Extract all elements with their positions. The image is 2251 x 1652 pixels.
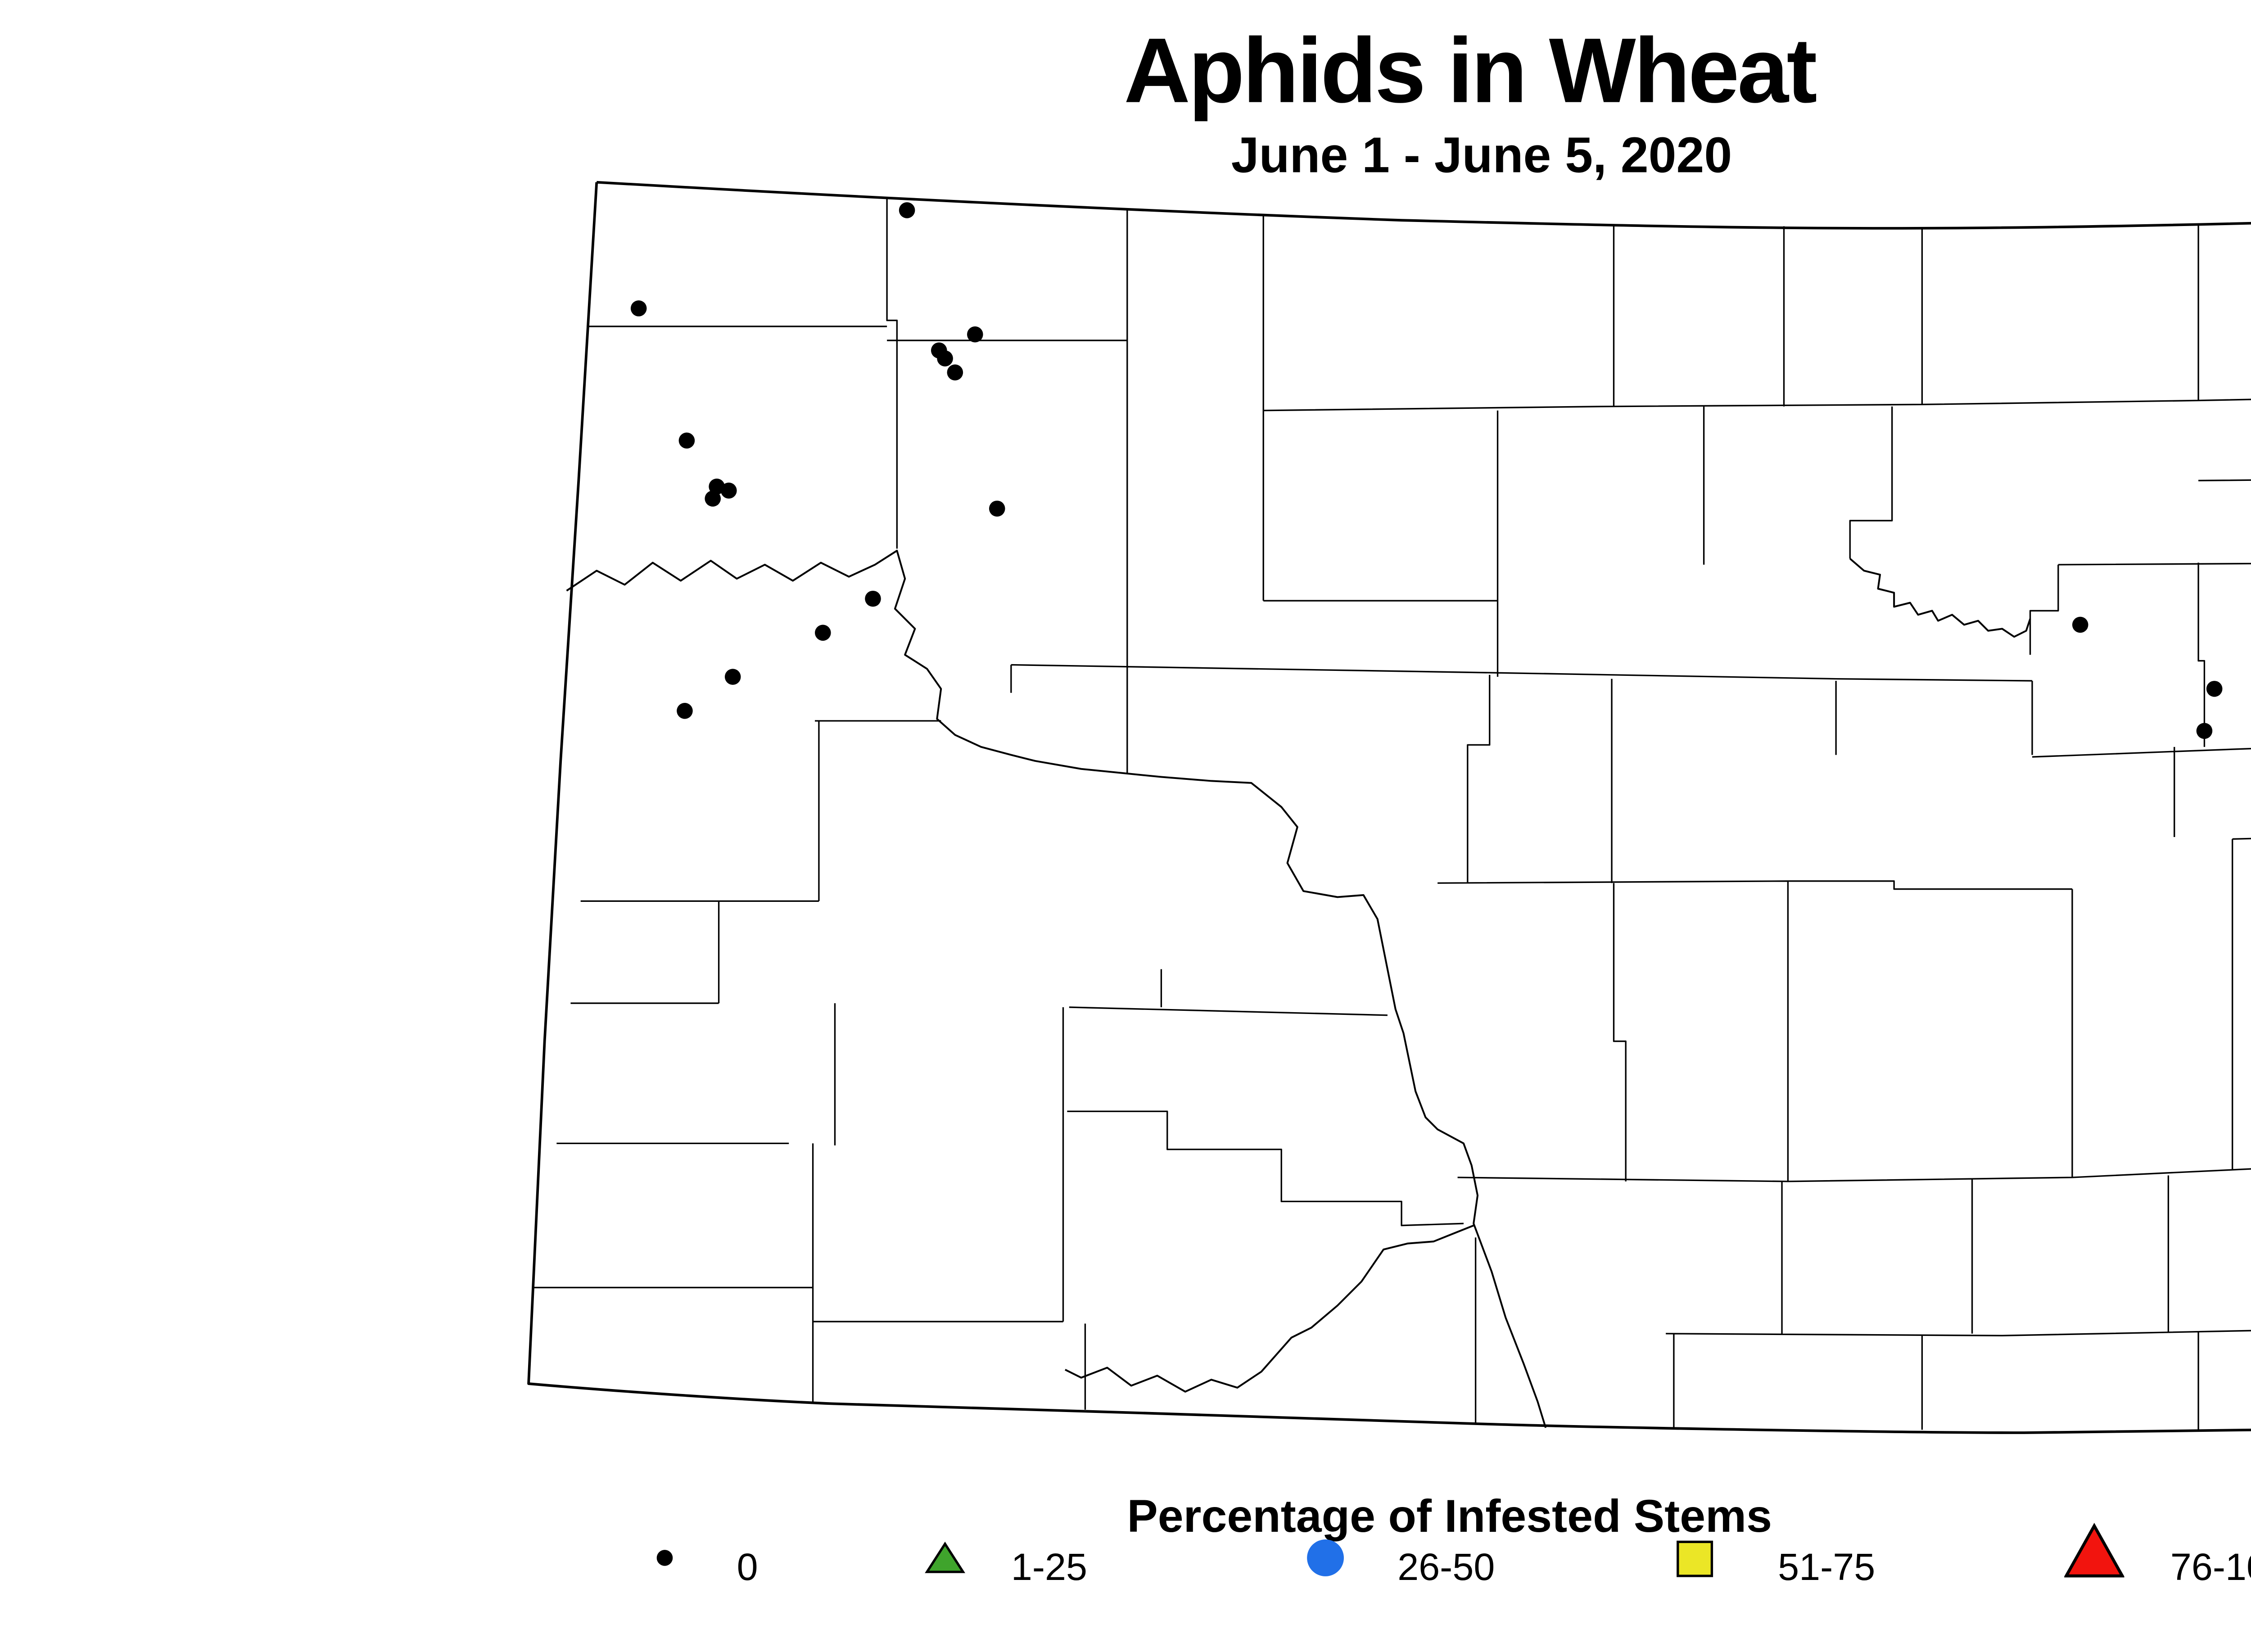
legend-label-26-50: 26-50 (1397, 1548, 1495, 1590)
map-survey-point (677, 702, 693, 719)
map-survey-point (937, 350, 953, 367)
map-survey-point (989, 500, 1005, 517)
legend-title: Percentage of Infested Stems (1127, 1489, 1772, 1542)
legend-label-76-100: 76-100 (2170, 1548, 2251, 1590)
county-lines (532, 198, 2251, 1430)
legend-label-0: 0 (737, 1548, 758, 1590)
map-survey-point (2206, 681, 2223, 697)
page-title: Aphids in Wheat (1124, 18, 1817, 122)
legend-label-51-75: 51-75 (1778, 1548, 1876, 1590)
map-survey-point (2196, 723, 2213, 739)
map-survey-point (724, 669, 741, 685)
map-survey-point (865, 590, 881, 607)
map-survey-point (947, 364, 963, 380)
legend-label-1-25: 1-25 (1011, 1548, 1088, 1590)
green-triangle-icon (925, 1541, 966, 1573)
state-outline (527, 181, 2251, 1434)
page-subtitle: June 1 - June 5, 2020 (1231, 128, 1732, 185)
map-survey-point (899, 202, 915, 218)
dot-marker-icon (656, 1550, 673, 1566)
missouri-river (566, 549, 1547, 1428)
map-survey-point (721, 482, 737, 499)
blue-circle-icon (1307, 1539, 1344, 1576)
red-triangle-icon (2064, 1522, 2124, 1578)
map-survey-point (630, 300, 647, 317)
map-survey-point (815, 625, 831, 641)
devils-lake (1849, 558, 2031, 638)
cannonball-river (1065, 1224, 1474, 1393)
map-survey-point (967, 326, 983, 343)
yellow-square-icon (1677, 1540, 1713, 1577)
map-survey-point (705, 490, 721, 507)
map-survey-point (2072, 616, 2088, 633)
map-survey-point (678, 432, 695, 449)
survey-points-layer (630, 202, 2223, 739)
